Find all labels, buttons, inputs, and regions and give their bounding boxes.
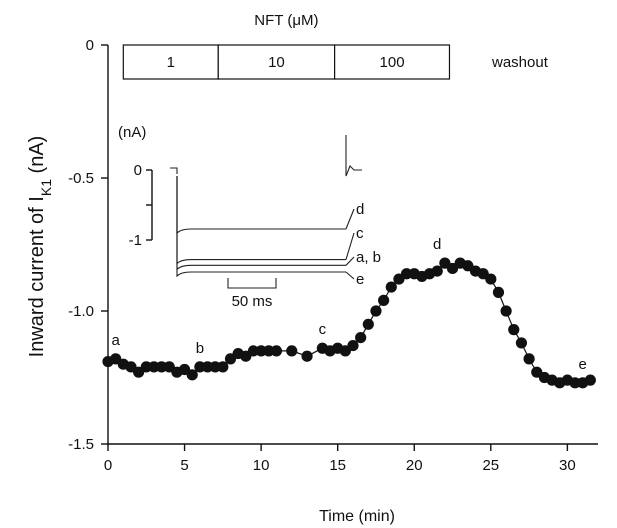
- data-point: [155, 361, 168, 373]
- point-label-b: b: [196, 340, 204, 357]
- y-tick-label: -1.5: [68, 436, 94, 453]
- data-points: [102, 257, 596, 389]
- data-point: [148, 361, 160, 373]
- data-point: [385, 281, 397, 293]
- y-axis-title-unit: (nA): [26, 136, 48, 179]
- point-label-c: c: [319, 321, 327, 338]
- inset-trace-leader: [345, 256, 355, 266]
- data-point: [140, 361, 152, 373]
- inset-scale-bar-label: 50 ms: [232, 293, 273, 310]
- x-tick-label: 0: [104, 457, 112, 474]
- drug-segment: [217, 44, 336, 80]
- drug-segment-label: 10: [268, 54, 285, 71]
- y-axis-title: Inward current of IK1 (nA): [26, 136, 54, 358]
- data-point: [370, 305, 382, 317]
- inset-trace-2: [176, 176, 346, 271]
- point-labels: a b c d e: [111, 236, 586, 373]
- data-point: [247, 345, 260, 357]
- inset-trace-leader: [345, 271, 355, 280]
- inset-trace-label: d: [356, 201, 364, 218]
- data-point: [270, 345, 283, 357]
- data-point: [431, 265, 443, 277]
- data-point: [515, 337, 528, 349]
- x-tick-label: 5: [180, 457, 188, 474]
- series-line: [107, 262, 591, 384]
- x-tick-label: 10: [253, 457, 270, 474]
- drug-application-bar: NFT (μM) 1 10 100 washout: [122, 12, 549, 80]
- inset-trace-3: [176, 176, 346, 278]
- data-point: [263, 345, 275, 357]
- data-point: [301, 350, 313, 362]
- drug-segment: [334, 44, 451, 80]
- inset-trace-leader: [345, 232, 355, 260]
- y-tick-label: -0.5: [68, 170, 94, 187]
- data-point: [286, 345, 298, 357]
- data-point: [584, 374, 596, 386]
- data-point: [492, 286, 505, 298]
- point-label-e: e: [579, 356, 587, 373]
- y-axis-title-subscript: K1: [38, 179, 54, 196]
- data-point: [255, 345, 267, 357]
- x-tick-label: 20: [406, 457, 423, 474]
- data-point: [400, 268, 413, 280]
- data-point: [500, 305, 512, 317]
- inset-trace-baseline: [170, 167, 178, 174]
- drug-bar-title: NFT (μM): [254, 12, 318, 29]
- data-point: [209, 361, 221, 373]
- x-tick-label: 15: [329, 457, 346, 474]
- data-point: [347, 339, 359, 352]
- data-point: [523, 353, 535, 365]
- inset-trace-label: c: [356, 225, 364, 242]
- data-point: [217, 361, 229, 373]
- y-tick-label: 0: [86, 37, 94, 54]
- washout-label: washout: [491, 54, 549, 71]
- inset-scale-bar: [227, 278, 277, 289]
- inset-y-tick-label: -1: [129, 232, 142, 249]
- inset-trace-tail: [345, 135, 362, 177]
- data-point: [508, 324, 520, 336]
- x-axis-title: Time (min): [319, 508, 395, 525]
- x-tick-label: 30: [559, 457, 576, 474]
- drug-segment-label: 1: [167, 54, 175, 71]
- y-axis-title-main: Inward current of I: [26, 196, 48, 357]
- x-tick-label: 25: [482, 457, 499, 474]
- data-point: [355, 332, 367, 344]
- data-point: [201, 361, 214, 373]
- data-point: [362, 318, 374, 330]
- point-label-d: d: [433, 236, 441, 253]
- inset-trace-1: [176, 176, 346, 265]
- inset-trace-label: e: [356, 271, 364, 288]
- data-point: [378, 294, 390, 306]
- data-point: [186, 369, 198, 381]
- inset-y-tick-label: 0: [134, 162, 142, 179]
- y-tick-label: -1.0: [68, 303, 94, 320]
- inset-current-traces: (nA) 0 -1 dc a, b e 50 ms: [118, 124, 381, 310]
- drug-segment-label: 100: [380, 54, 405, 71]
- inset-trace-0: [176, 176, 346, 235]
- data-point: [485, 273, 497, 285]
- point-label-a: a: [111, 332, 120, 349]
- data-point: [194, 361, 206, 373]
- inset-y-unit: (nA): [118, 124, 146, 141]
- data-point: [569, 377, 581, 389]
- inset-trace-label: a, b: [356, 249, 381, 266]
- inset-trace-leader: [345, 208, 355, 230]
